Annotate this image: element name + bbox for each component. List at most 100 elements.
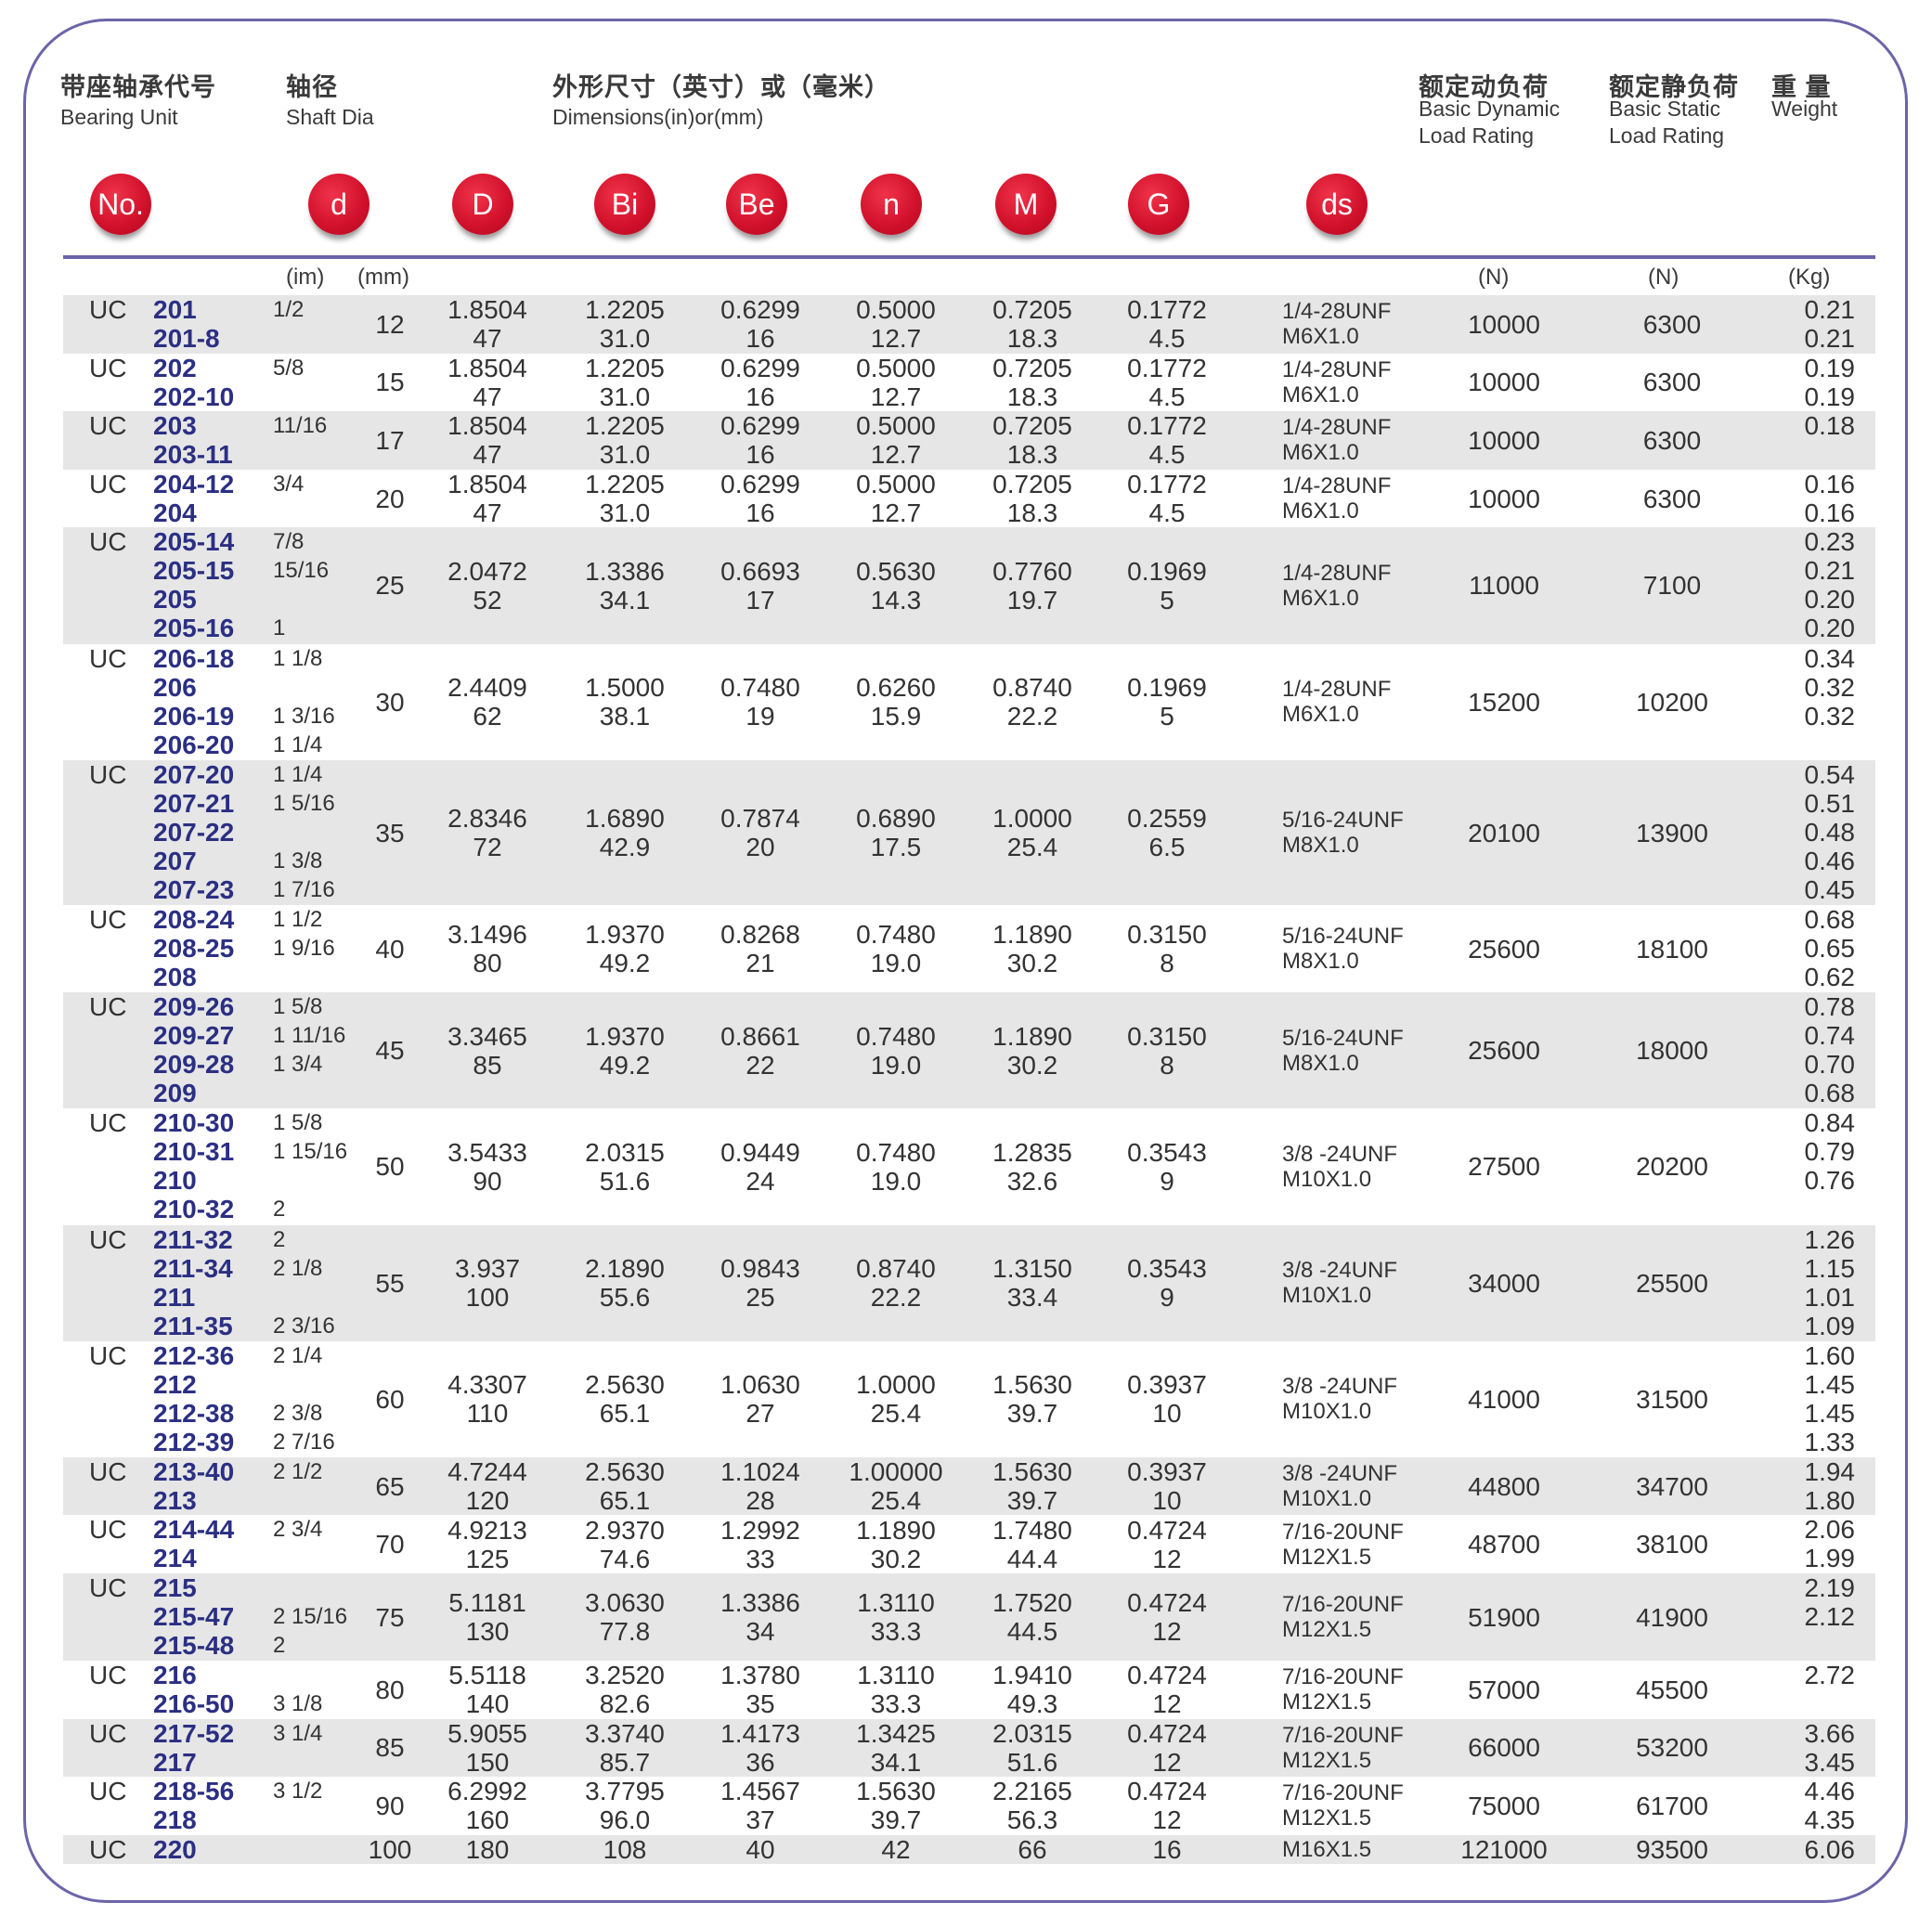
shaft-inch: 7/8 15/16 1 [273,527,329,643]
model-number: 212-36 212 212-38 212-39 [153,1341,234,1457]
dim-g-value: 12 [1152,1544,1182,1573]
dim-bi-value: 1.2205 [585,295,665,325]
dim-m-value: 39.7 [1006,1399,1058,1429]
shaft-inch-value: 2 7/16 [273,1429,335,1455]
dim-bi-value: 51.6 [599,1166,651,1196]
static-load-value: 6300 [1642,368,1702,397]
shaft-dia-cn: 轴径 [286,73,338,101]
dim-be-value: 22 [746,1050,775,1080]
dim-n-value: 1.1890 [856,1515,936,1545]
dim-d-value: 5.5118 [448,1661,526,1690]
static-load: 6300 [1643,354,1701,412]
dim-d-value: 62 [473,702,502,731]
shaft-inch-value: 15/16 [273,558,330,584]
dim-be-value: 40 [746,1834,775,1864]
model-number-value: 213 [153,1485,197,1515]
weight-value: 0.79 [1804,1137,1856,1167]
weight-value: 4.46 [1804,1777,1856,1806]
dim-bi: 1.9370 49.2 [585,992,665,1108]
weight: 2.06 1.99 [1799,1515,1856,1573]
static-load: 18000 [1636,992,1708,1108]
ds-thread-value: M8X1.0 [1282,949,1359,975]
badge-bi: Bi [594,174,655,235]
dim-g-value: 9 [1160,1283,1174,1313]
dim-bi: 3.7795 96.0 [585,1777,665,1835]
dynamic-load-en-1: Basic Dynamic [1419,97,1561,121]
series-prefix-value: UC [89,1777,127,1806]
shaft-mm-value: 50 [375,1152,405,1182]
dim-d: 1.8504 47 [447,470,527,528]
ds-thread-value: M6X1.0 [1282,324,1359,350]
weight-value: 0.18 [1804,411,1856,441]
shaft-mm: 100 [369,1835,412,1864]
model-number: 213-40 213 [153,1457,234,1516]
dim-m-value: 18.3 [1006,324,1058,354]
dynamic-load: 10000 [1468,295,1540,354]
dim-n-value: 0.6890 [856,804,936,833]
dim-bi: 1.2205 31.0 [585,354,665,412]
dim-d-value: 1.8504 [447,353,527,382]
dynamic-load-value: 11000 [1469,571,1539,601]
dim-be: 0.8661 22 [720,992,800,1108]
dynamic-load: 121000 [1460,1835,1547,1864]
dim-g-value: 0.1969 [1127,556,1207,586]
weight-value: 0.65 [1804,934,1856,964]
series-prefix-value: UC [89,759,127,789]
dim-be: 1.4173 36 [720,1719,800,1778]
dim-m: 1.0000 25.4 [992,760,1072,906]
static-load-cn: 额定静负荷 [1609,73,1739,101]
shaft-mm: 40 [375,905,404,992]
shaft-inch-value: 1 3/16 [273,703,335,729]
model-number: 203 203-11 [153,411,233,470]
shaft-inch: 3 1/8 [273,1661,322,1719]
dim-be: 0.6299 16 [720,354,800,412]
dim-m: 1.7520 44.5 [992,1573,1072,1661]
dim-n-value: 12.7 [870,498,922,528]
dim-bi: 1.5000 38.1 [585,644,665,760]
dim-n-value: 33.3 [870,1689,922,1719]
ds-thread-value: 3/8 -24UNF [1282,1258,1398,1284]
static-load-value: 20200 [1636,1152,1708,1182]
dim-d: 1.8504 47 [447,354,527,412]
ds-thread-value: M12X1.5 [1282,1544,1372,1570]
dim-d-value: 5.9055 [447,1718,527,1748]
dim-be-value: 1.1024 [720,1457,800,1487]
table-row: UC 212-36 212 212-38 212-39 2 1/4 2 3/8 2 7/16 6… [63,1341,1875,1457]
dim-d-value: 3.3465 [447,1021,527,1051]
model-number-value: 206-19 [153,701,235,731]
shaft-mm-value: 35 [375,818,405,848]
dim-d: 5.1181 130 [448,1573,526,1661]
dim-n-value: 25.4 [870,1399,922,1429]
dynamic-load-value: 10000 [1468,484,1540,513]
model-number-value: 203-11 [153,440,233,470]
model-number-value: 218-56 [153,1777,235,1806]
series-prefix: UC [89,1661,126,1719]
dim-g-value: 0.3150 [1127,920,1207,950]
dim-g-value: 5 [1160,585,1174,615]
ds-thread-value: 5/16-24UNF [1282,1025,1404,1051]
series-prefix-value: UC [89,1224,127,1254]
weight: 4.46 4.35 [1799,1777,1856,1835]
dim-n-value: 12.7 [870,440,922,470]
dim-d-value: 4.3307 [447,1370,527,1400]
weight-value: 1.94 [1804,1456,1856,1486]
shaft-inch: 3 1/4 [273,1719,322,1778]
model-number-value: 206 [153,672,197,702]
dim-d: 180 [466,1835,510,1864]
ds-thread-value: M10X1.0 [1282,1166,1372,1192]
model-number-value: 210-31 [153,1137,235,1167]
weight-value: 0.84 [1804,1108,1856,1138]
dim-m-value: 32.6 [1006,1166,1058,1196]
series-prefix: UC [89,905,126,992]
series-prefix: UC [89,1457,126,1516]
dim-m-value: 1.7480 [992,1515,1072,1545]
dim-d: 3.1496 80 [447,905,527,992]
ds-thread-value: M12X1.5 [1282,1617,1372,1643]
dim-be-value: 0.7874 [720,804,800,833]
unit-static: (N) [1648,265,1679,290]
shaft-mm: 60 [375,1341,404,1457]
series-prefix-value: UC [89,411,127,441]
dim-g-value: 6.5 [1148,833,1186,861]
dim-g-value: 0.3150 [1127,1021,1207,1051]
dynamic-load-value: 10000 [1468,425,1540,455]
